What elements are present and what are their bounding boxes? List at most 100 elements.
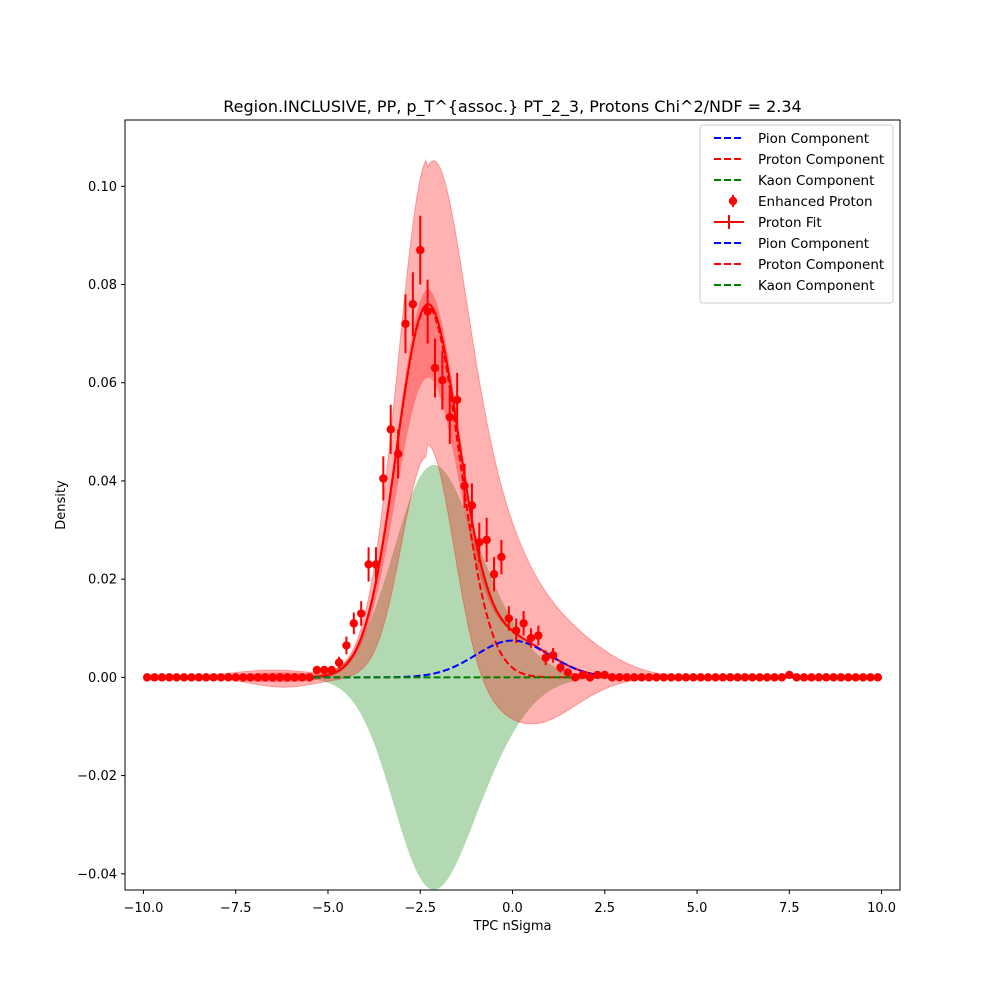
data-point — [497, 552, 506, 562]
x-tick-label: 10.0 — [867, 901, 896, 916]
data-point — [172, 673, 181, 682]
y-tick-label: 0.02 — [88, 573, 117, 588]
data-point — [873, 673, 883, 682]
data-point — [209, 673, 218, 682]
data-point — [689, 673, 698, 682]
data-point — [615, 673, 624, 682]
data-point — [150, 673, 159, 682]
data-point — [534, 631, 543, 640]
data-point — [600, 670, 609, 680]
data-point — [327, 665, 336, 675]
y-tick-label: 0.00 — [88, 671, 117, 686]
data-point — [844, 673, 853, 682]
data-point — [696, 673, 705, 682]
data-point — [578, 670, 587, 680]
y-tick-label: 0.08 — [88, 278, 117, 293]
x-tick-label: 0.0 — [502, 901, 523, 916]
data-point — [452, 395, 462, 405]
data-point — [541, 653, 550, 662]
data-point — [268, 673, 277, 682]
data-point — [866, 673, 875, 682]
y-tick-label: −0.02 — [77, 769, 117, 784]
data-point — [216, 673, 226, 682]
kaon-uncertainty-band — [143, 465, 882, 890]
data-point — [408, 299, 418, 309]
data-point — [630, 673, 639, 682]
data-point — [283, 673, 292, 682]
data-point — [740, 673, 750, 682]
data-point — [379, 474, 388, 483]
data-point — [157, 673, 167, 682]
data-point — [674, 673, 683, 682]
data-point — [489, 570, 499, 579]
data-point — [851, 673, 860, 682]
y-axis: −0.04 −0.02 0.00 0.02 0.04 0.06 0.08 0.10 — [77, 180, 125, 882]
y-tick-label: 0.04 — [88, 474, 117, 489]
data-point — [659, 673, 669, 682]
data-point — [718, 673, 728, 682]
data-point — [666, 673, 676, 682]
x-tick-label: 5.0 — [687, 901, 708, 916]
data-point — [401, 319, 410, 328]
data-point — [748, 673, 757, 682]
data-point — [224, 673, 233, 682]
data-point — [334, 658, 344, 667]
legend: Pion Component Proton Component Kaon Compo… — [699, 124, 894, 304]
x-tick-label: −5.0 — [312, 901, 344, 916]
data-point — [201, 673, 211, 682]
data-point — [858, 673, 868, 682]
data-point — [423, 307, 432, 316]
legend-label: Pion Component — [758, 131, 869, 147]
x-tick-label: 2.5 — [594, 901, 615, 916]
legend-label: Proton Component — [758, 257, 884, 273]
x-axis: −10.0 −7.5 −5.0 −2.5 0.0 2.5 5.0 7.5 10.0 — [124, 890, 896, 916]
x-tick-label: −7.5 — [220, 901, 252, 916]
data-point — [755, 673, 764, 682]
data-point — [290, 673, 299, 682]
data-point — [593, 670, 602, 680]
data-point — [829, 673, 838, 682]
data-point — [519, 619, 528, 628]
legend-label: Proton Fit — [758, 215, 822, 231]
data-point — [571, 673, 580, 682]
data-point — [563, 668, 573, 677]
legend-label: Proton Component — [758, 152, 884, 168]
data-point — [467, 501, 477, 510]
data-point — [607, 673, 617, 682]
data-point — [371, 560, 381, 569]
data-point — [807, 673, 816, 682]
data-point — [438, 376, 447, 385]
legend-label: Pion Component — [758, 236, 869, 252]
data-point — [416, 245, 425, 255]
data-point — [238, 673, 248, 682]
data-point — [777, 673, 787, 682]
data-point — [349, 619, 359, 628]
legend-swatch-marker — [728, 196, 738, 206]
data-point — [622, 673, 632, 682]
data-point — [460, 481, 469, 491]
data-point — [275, 673, 285, 682]
data-point — [726, 673, 735, 682]
data-point — [312, 665, 322, 675]
data-point — [762, 673, 772, 682]
data-point — [231, 673, 240, 682]
data-point — [799, 673, 809, 682]
data-point — [187, 673, 196, 682]
data-point — [556, 663, 565, 672]
y-tick-label: 0.10 — [88, 180, 117, 195]
data-point — [253, 673, 263, 682]
data-point — [364, 560, 373, 569]
data-point — [475, 538, 484, 547]
y-tick-label: 0.06 — [88, 376, 117, 391]
y-axis-label: Density — [54, 480, 69, 530]
data-point — [526, 633, 536, 643]
data-points — [142, 215, 883, 682]
x-tick-label: 7.5 — [779, 901, 800, 916]
data-point — [504, 614, 514, 623]
legend-label: Enhanced Proton — [758, 194, 873, 210]
data-point — [482, 535, 491, 545]
legend-label: Kaon Component — [758, 278, 874, 294]
data-point — [246, 673, 255, 682]
data-point — [785, 670, 794, 680]
